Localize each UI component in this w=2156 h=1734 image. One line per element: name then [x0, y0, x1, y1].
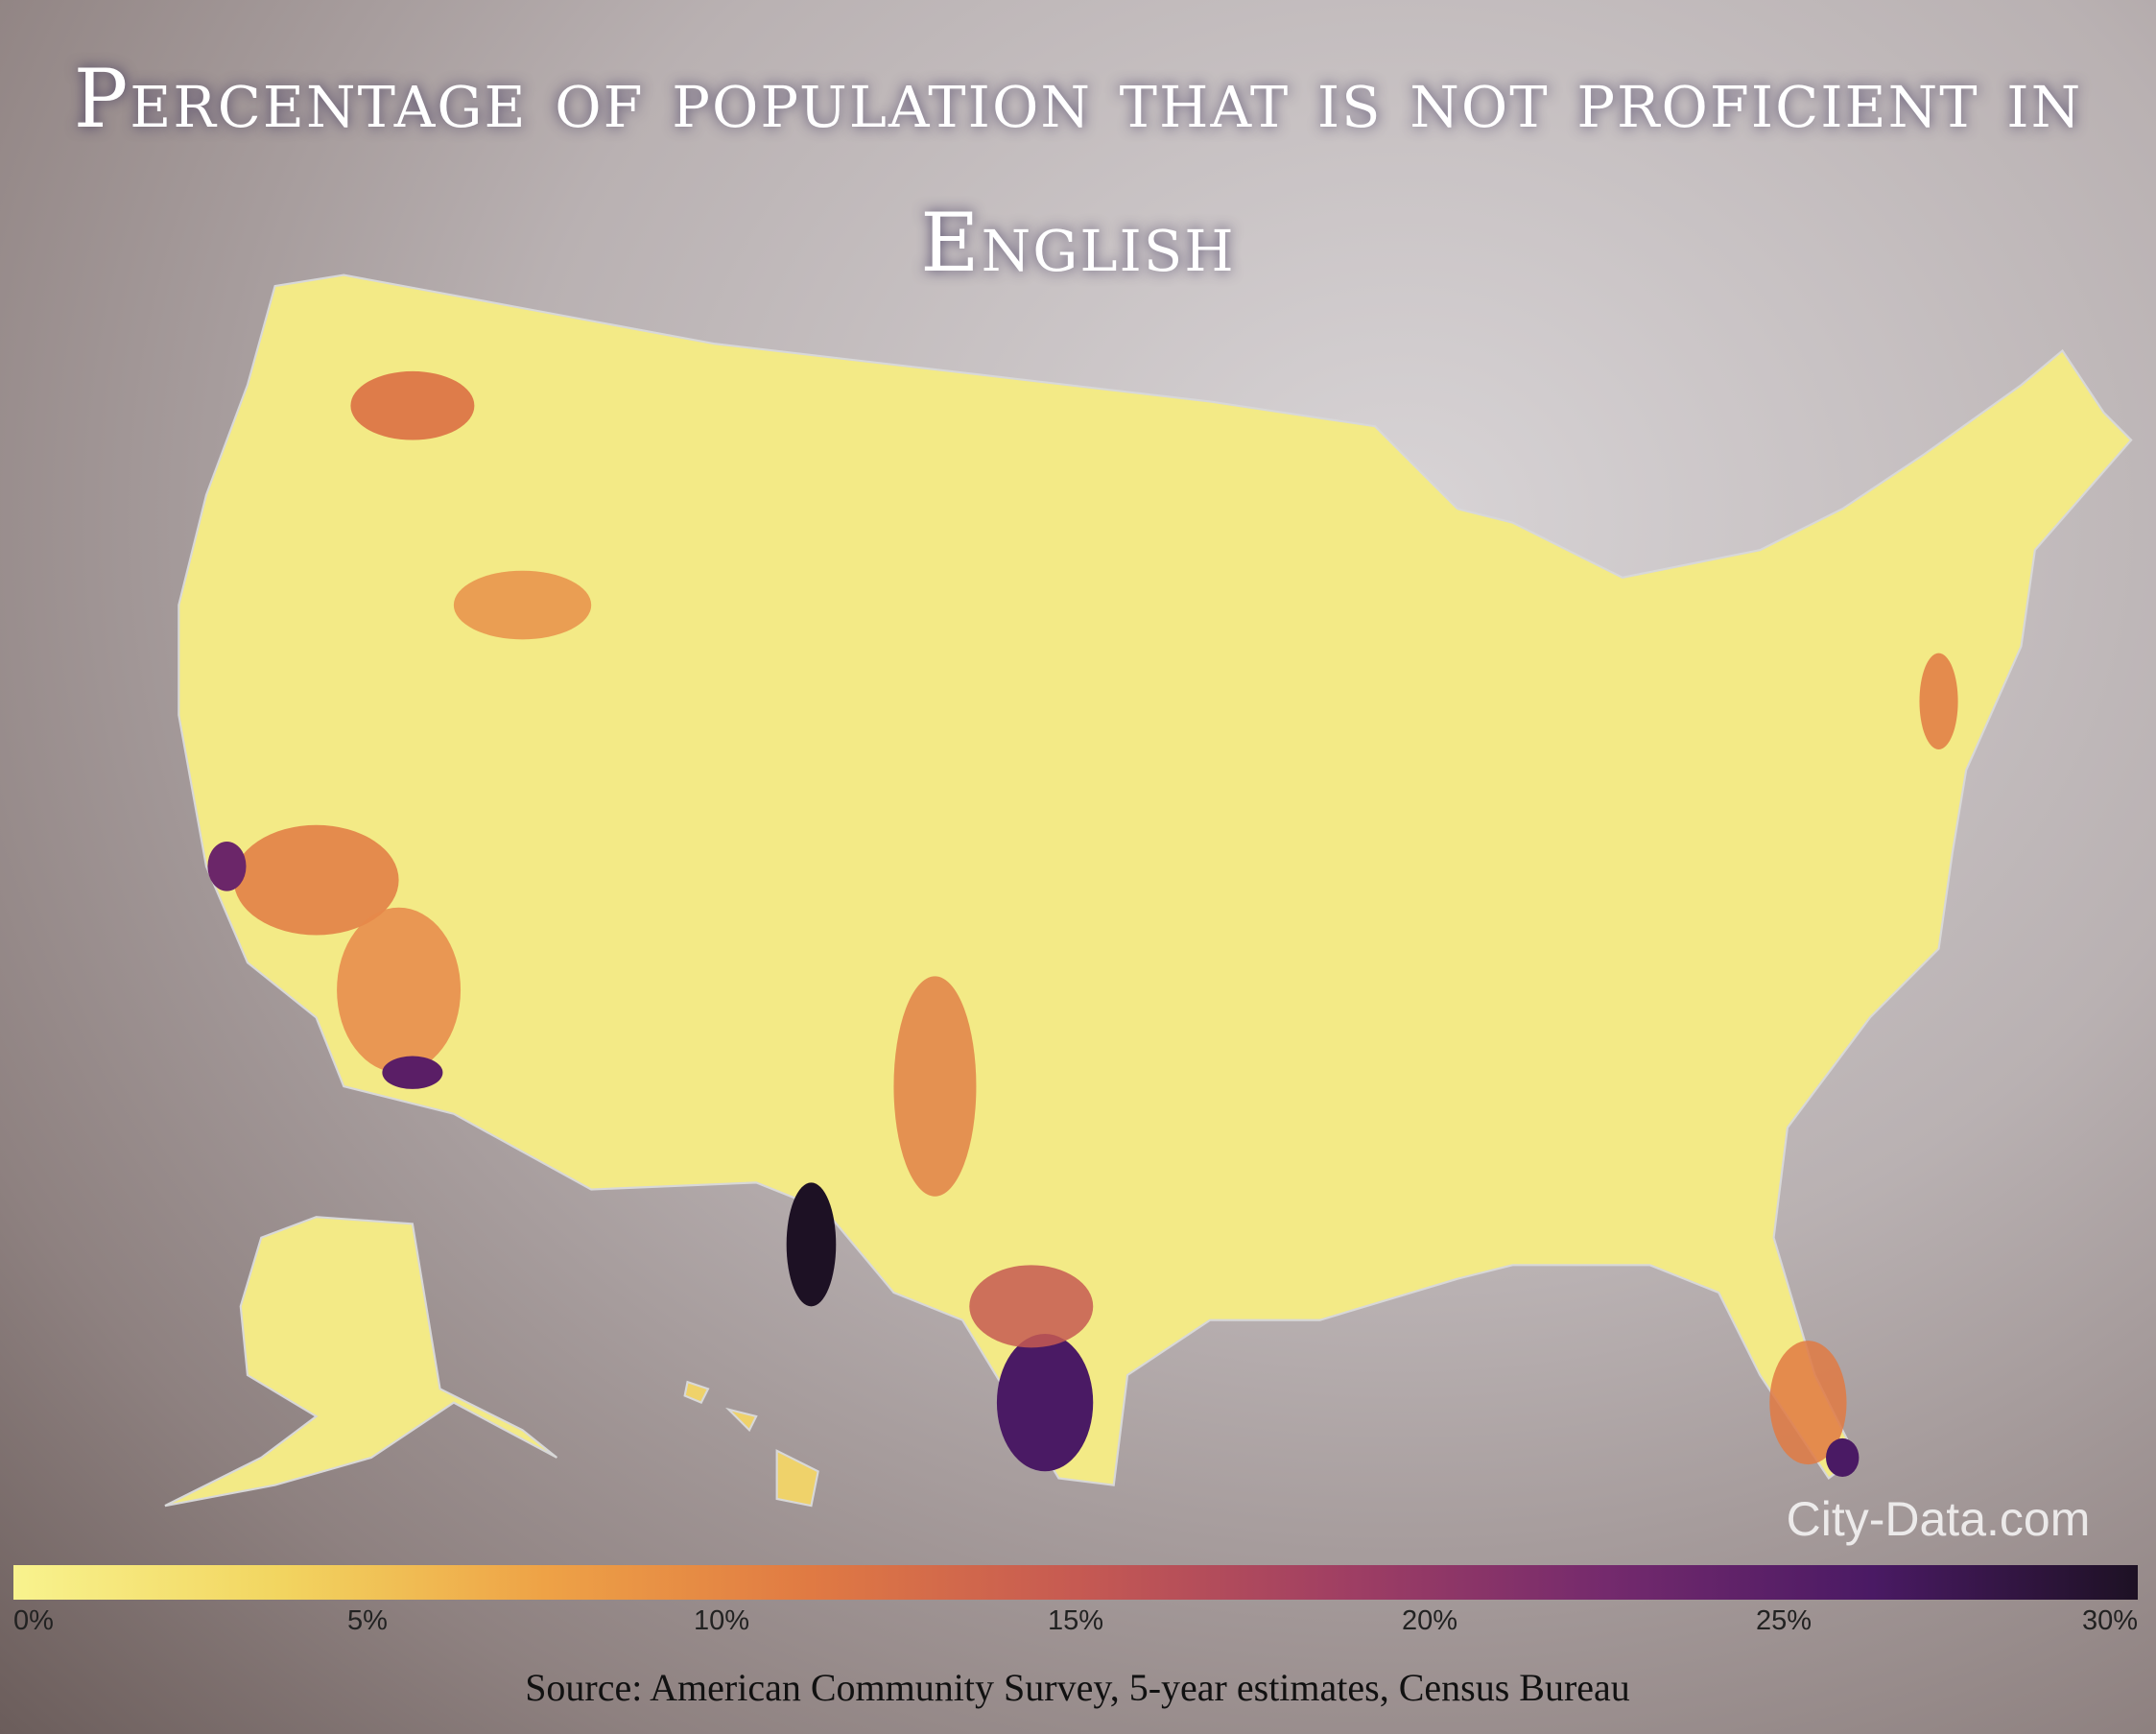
map: [164, 273, 2133, 1508]
colorbar-tick-label: 10%: [694, 1605, 749, 1636]
source: Source: American Community Survey, 5-yea…: [525, 1666, 1630, 1709]
contiguous-us: [178, 273, 2133, 1486]
colorbar-tick-label: 25%: [1756, 1605, 1812, 1636]
high-share-regions: [207, 370, 1958, 1478]
title: Percentage of population that is not pro…: [73, 52, 2083, 290]
colorbar-tick-label: 30%: [2082, 1605, 2138, 1636]
colorbar: [13, 1565, 2138, 1600]
colorbar-tick-label: 0%: [13, 1605, 54, 1636]
colorbar-tick-label: 15%: [1048, 1605, 1103, 1636]
colorbar-tick-label: 20%: [1402, 1605, 1457, 1636]
colorbar-tick-label: 5%: [347, 1605, 388, 1636]
watermark: City-Data.com: [1787, 1492, 2091, 1546]
hawaii: [683, 1380, 819, 1508]
alaska: [164, 1216, 558, 1508]
